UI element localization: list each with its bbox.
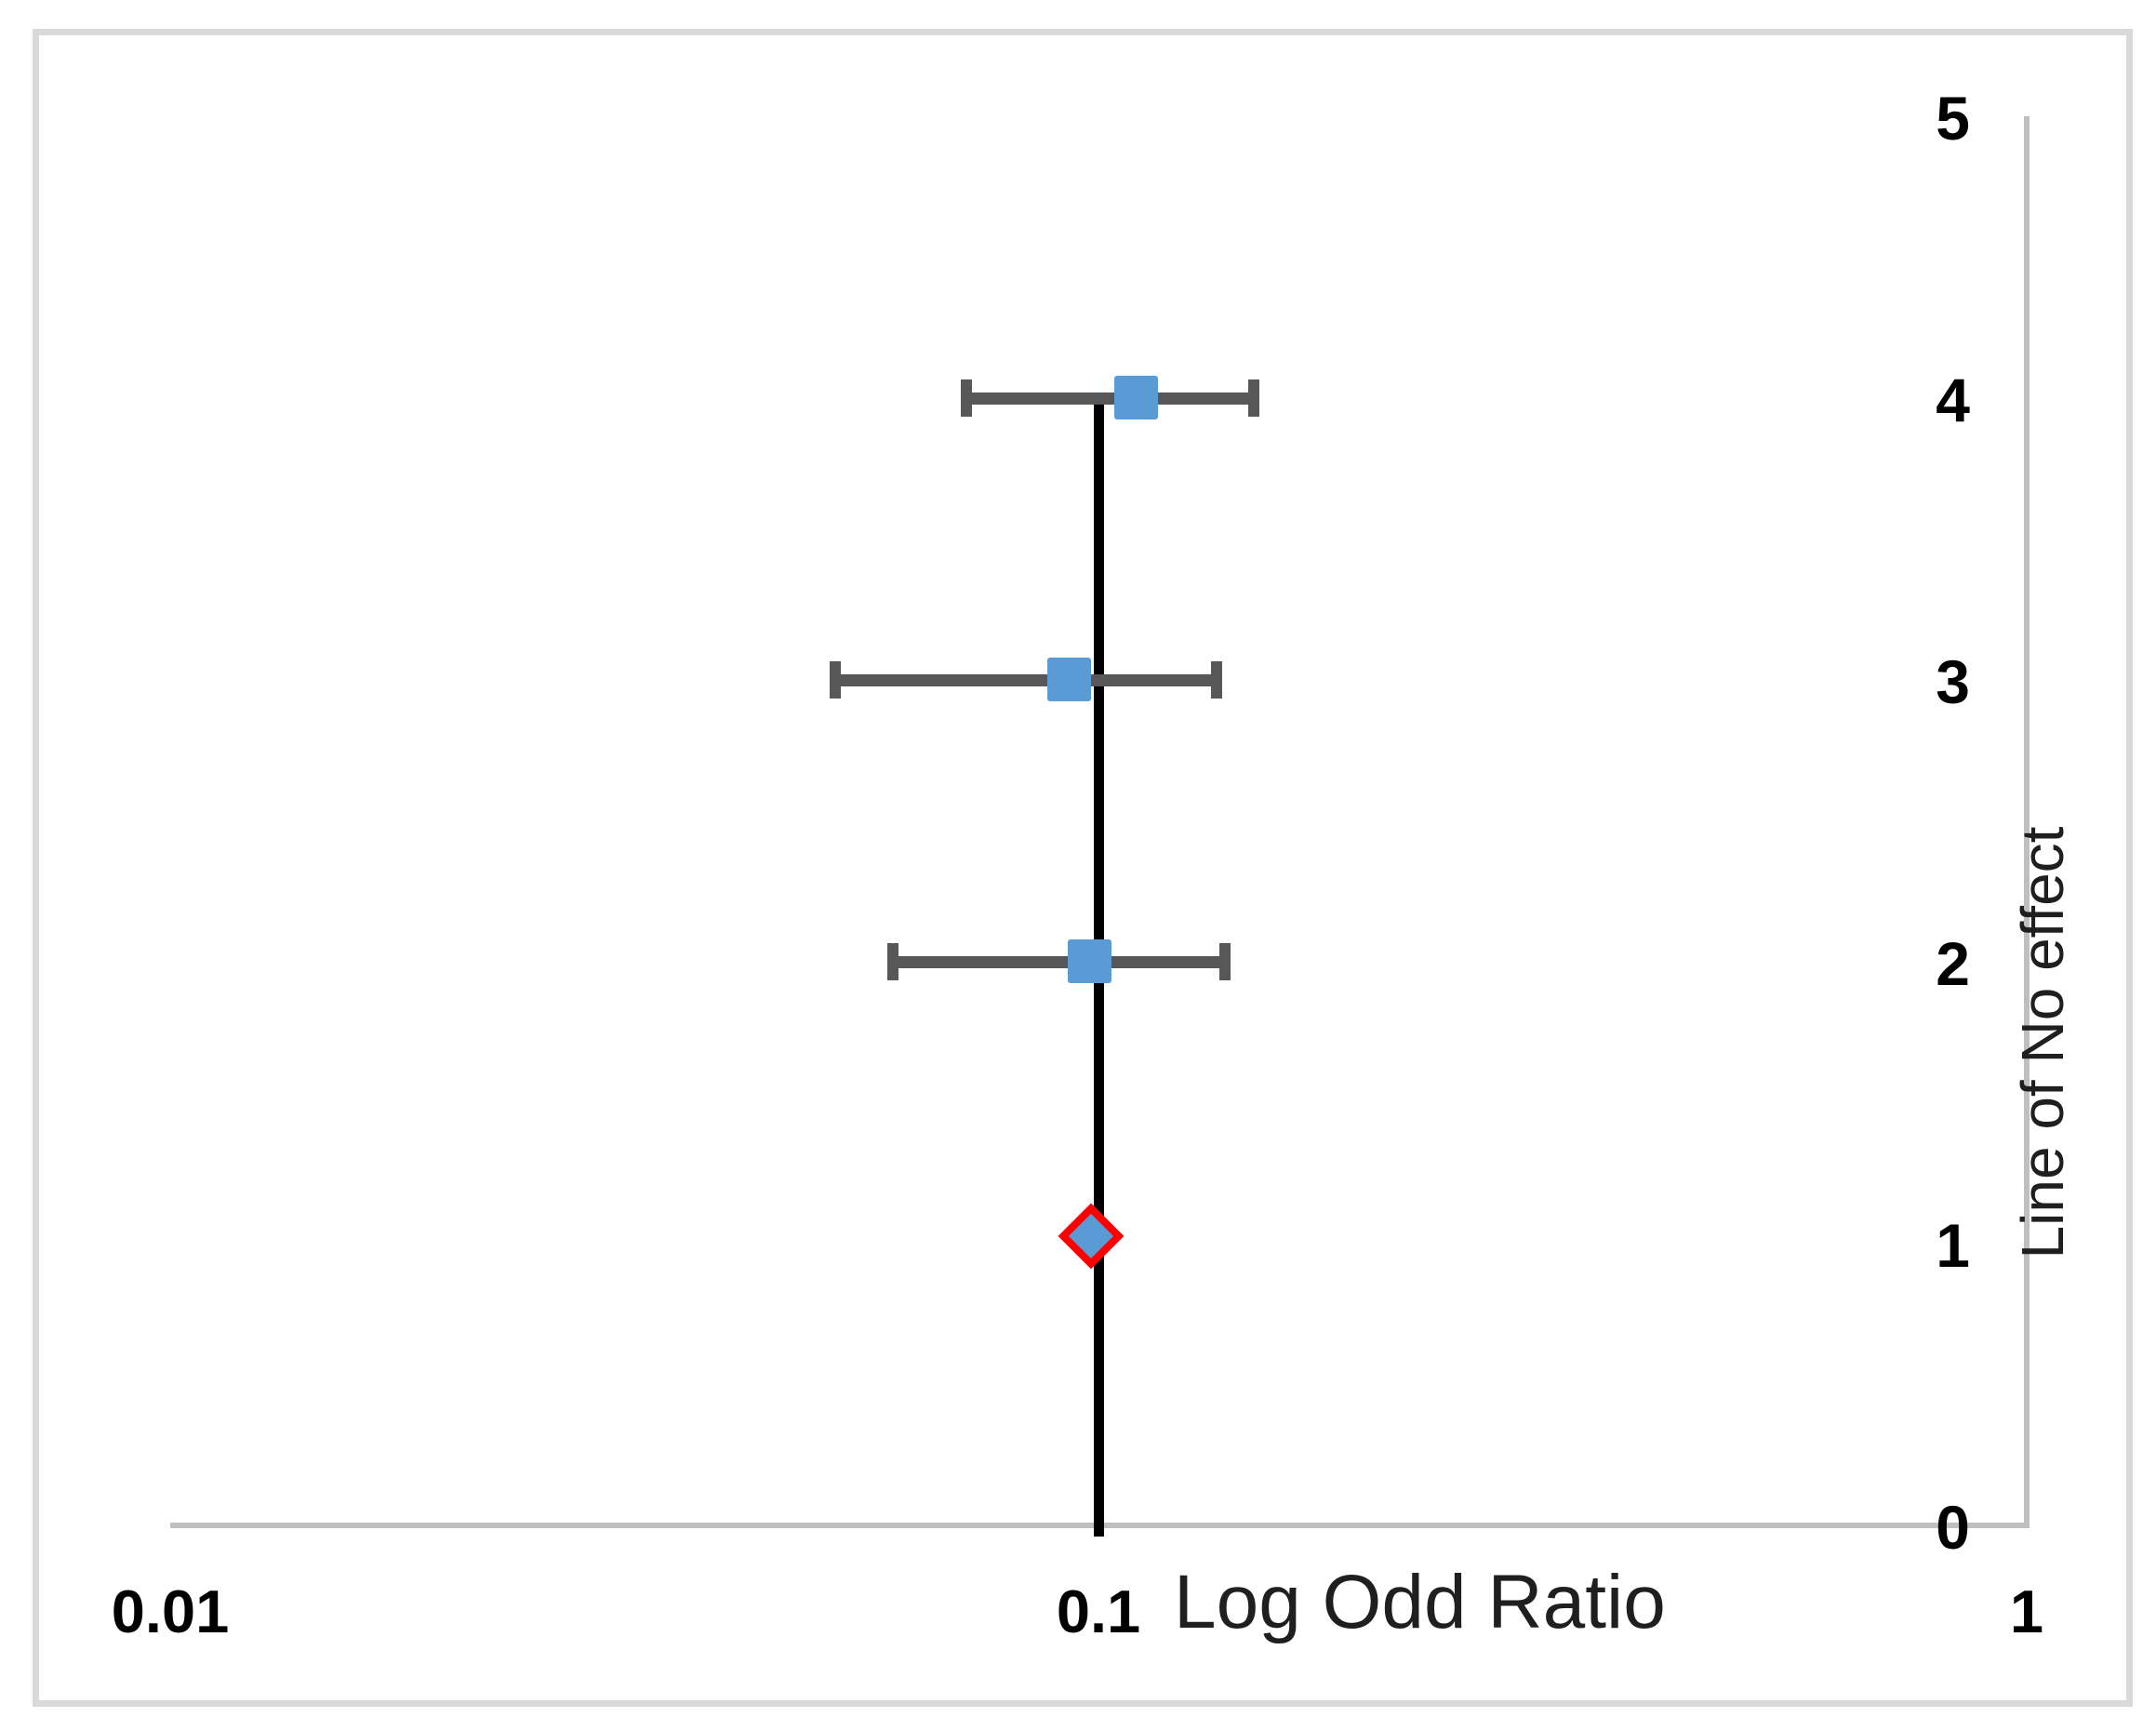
error-bar-cap-right bbox=[1247, 379, 1259, 417]
y-tick-label: 0 bbox=[1936, 1493, 1970, 1562]
y-axis-line bbox=[2024, 116, 2030, 1528]
y-tick-label: 1 bbox=[1936, 1211, 1970, 1280]
error-bar-cap-left bbox=[886, 943, 898, 980]
line-of-no-effect-label: Line of No effect bbox=[2009, 826, 2076, 1259]
study-marker bbox=[1068, 939, 1112, 983]
study-marker bbox=[1046, 658, 1091, 701]
error-bar-cap-right bbox=[1210, 661, 1222, 699]
x-tick-label: 0.01 bbox=[111, 1577, 230, 1645]
x-tick-label: 1 bbox=[2009, 1577, 2044, 1645]
x-axis-title: Log Odd Ratio bbox=[1174, 1560, 1666, 1644]
study-marker bbox=[1114, 376, 1159, 419]
x-tick-label: 0.1 bbox=[1056, 1577, 1141, 1645]
summary-diamond bbox=[1058, 1203, 1125, 1270]
error-bar-cap-left bbox=[829, 661, 841, 699]
y-tick-label: 5 bbox=[1936, 84, 1970, 153]
error-bar bbox=[834, 674, 1217, 686]
y-tick-label: 3 bbox=[1936, 647, 1970, 716]
error-bar bbox=[965, 393, 1254, 405]
error-bar-cap-left bbox=[960, 379, 972, 417]
y-tick-label: 2 bbox=[1936, 929, 1970, 998]
error-bar-cap-right bbox=[1219, 943, 1231, 980]
y-tick-label: 4 bbox=[1936, 366, 1970, 434]
chart-border bbox=[33, 29, 2133, 1707]
error-bar bbox=[892, 956, 1226, 968]
